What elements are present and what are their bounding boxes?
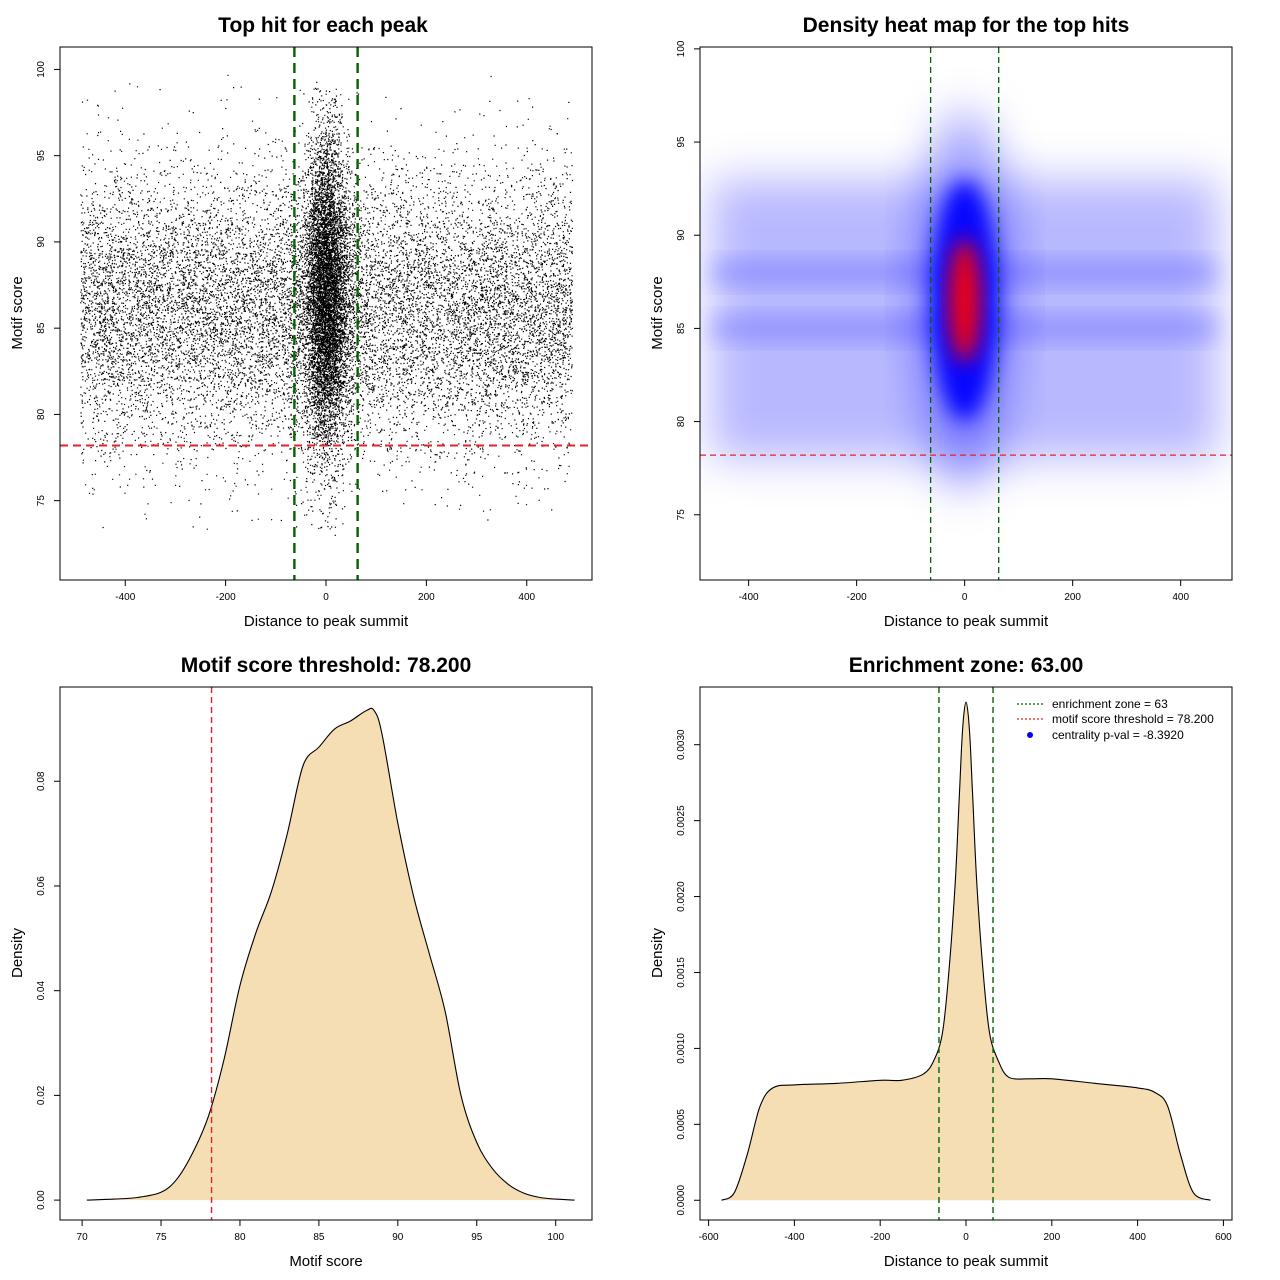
scatter-x-axis: -400 -200 0 200 400	[115, 580, 536, 603]
scatter-y-tick-label: 95	[36, 150, 47, 162]
distance-density-y-axis: 0.0000 0.0005 0.0010 0.0015 0.0020 0.0025 0.00…	[676, 729, 700, 1216]
heatmap-title: Density heat map for the top hits	[803, 14, 1130, 37]
heatmap-y-tick-label: 90	[676, 229, 687, 241]
score-density-x-tick-label: 70	[77, 1232, 89, 1243]
score-density-outline	[86, 707, 575, 1201]
scatter-y-tick-label: 90	[36, 236, 47, 248]
legend-centrality-point	[1027, 732, 1033, 738]
scatter-x-label: Distance to peak summit	[244, 613, 409, 630]
score-density-y-tick-label: 0.02	[36, 1085, 47, 1105]
distance-density-x-tick-label: -400	[784, 1232, 804, 1243]
score-density-y-label: Density	[9, 927, 26, 978]
distance-density-y-tick-label: 0.0000	[676, 1185, 687, 1216]
scatter-point-cloud	[80, 74, 573, 536]
heatmap-x-label: Distance to peak summit	[884, 613, 1049, 630]
heatmap-x-tick-label: -400	[739, 592, 759, 603]
heatmap-density	[700, 47, 1232, 580]
score-density-x-tick-label: 80	[234, 1232, 246, 1243]
heatmap-y-tick-label: 100	[676, 40, 687, 57]
score-density-x-label: Motif score	[289, 1253, 362, 1270]
score-density-x-tick-label: 75	[155, 1232, 167, 1243]
distance-density-y-tick-label: 0.0020	[676, 881, 687, 912]
heatmap-x-tick-label: 400	[1172, 592, 1189, 603]
score-density-y-axis: 0.00 0.02 0.04 0.06 0.08	[36, 771, 60, 1210]
scatter-y-axis: 75 80 85 90 95 100	[36, 61, 60, 507]
score-density-y-tick-label: 0.04	[36, 981, 47, 1001]
distance-density-x-tick-label: 600	[1215, 1232, 1232, 1243]
heatmap-y-axis: 75 80 85 90 95 100	[676, 40, 700, 520]
distance-density-title: Enrichment zone: 63.00	[849, 654, 1084, 677]
score-density-plot-frame	[59, 686, 593, 1221]
score-density-x-tick-label: 100	[547, 1232, 564, 1243]
scatter-reference-lines	[60, 47, 592, 580]
scatter-y-tick-label: 85	[36, 322, 47, 334]
score-density-x-tick-label: 95	[471, 1232, 483, 1243]
heatmap-panel: Density heat map for the top hits -400 -2…	[649, 14, 1233, 630]
heatmap-y-tick-label: 80	[676, 416, 687, 428]
distance-density-fill	[721, 702, 1211, 1201]
legend-centrality-label: centrality p-val = -8.3920	[1052, 728, 1184, 742]
heatmap-x-tick-label: 200	[1064, 592, 1081, 603]
heatmap-x-tick-label: -200	[847, 592, 867, 603]
distance-density-x-tick-label: 0	[963, 1232, 969, 1243]
distance-density-y-label: Density	[649, 927, 666, 978]
scatter-panel: Top hit for each peak -400 -200 0 200 400 75…	[9, 14, 593, 630]
legend-enrichment-zone-label: enrichment zone = 63	[1052, 697, 1168, 711]
distance-density-y-tick-label: 0.0005	[676, 1109, 687, 1140]
score-density-x-tick-label: 85	[313, 1232, 325, 1243]
distance-density-y-tick-label: 0.0010	[676, 1033, 687, 1064]
heatmap-y-tick-label: 95	[676, 136, 687, 148]
heatmap-y-tick-label: 85	[676, 322, 687, 334]
distance-density-x-label: Distance to peak summit	[884, 1253, 1049, 1270]
scatter-y-label: Motif score	[9, 276, 26, 349]
scatter-x-tick-label: 400	[518, 592, 535, 603]
scatter-points	[80, 74, 573, 536]
distance-density-y-tick-label: 0.0025	[676, 805, 687, 836]
distance-density-x-axis: -600 -400 -200 0 200 400 600	[699, 1220, 1232, 1243]
distance-density-x-tick-label: 200	[1043, 1232, 1060, 1243]
heatmap-hotspot	[948, 238, 981, 363]
scatter-y-tick-label: 80	[36, 408, 47, 420]
legend-score-threshold-label: motif score threshold = 78.200	[1052, 712, 1214, 726]
scatter-x-tick-label: 200	[418, 592, 435, 603]
score-density-x-axis: 70 75 80 85 90 95 100	[77, 1220, 564, 1243]
distance-density-outline	[721, 701, 1211, 1201]
score-density-y-tick-label: 0.00	[36, 1190, 47, 1210]
distance-density-curve	[721, 701, 1211, 1201]
heatmap-x-axis: -400 -200 0 200 400	[739, 580, 1189, 603]
score-density-curve	[86, 707, 575, 1201]
heatmap-reference-lines	[700, 47, 1232, 580]
score-density-y-tick-label: 0.08	[36, 771, 47, 791]
distance-density-reference-lines	[938, 687, 994, 1220]
distance-density-y-tick-label: 0.0015	[676, 957, 687, 988]
heatmap-plot-frame	[699, 46, 1233, 581]
scatter-x-tick-label: -400	[115, 592, 135, 603]
legend: enrichment zone = 63 motif score thresho…	[1017, 697, 1214, 742]
heatmap-y-label: Motif score	[649, 276, 666, 349]
score-density-title: Motif score threshold: 78.200	[181, 654, 472, 677]
distance-density-x-tick-label: 400	[1129, 1232, 1146, 1243]
distance-density-x-tick-label: -600	[699, 1232, 719, 1243]
scatter-x-tick-label: 0	[323, 592, 329, 603]
heatmap-x-tick-label: 0	[962, 592, 968, 603]
score-density-fill	[86, 708, 575, 1201]
scatter-y-tick-label: 100	[36, 61, 47, 78]
distance-density-y-tick-label: 0.0030	[676, 729, 687, 760]
distance-density-panel: Enrichment zone: 63.00 -600 -400 -200 0 200 4…	[649, 654, 1233, 1270]
scatter-x-tick-label: -200	[216, 592, 236, 603]
score-density-y-tick-label: 0.06	[36, 876, 47, 896]
score-density-x-tick-label: 90	[392, 1232, 404, 1243]
heatmap-y-tick-label: 75	[676, 509, 687, 521]
score-density-panel: Motif score threshold: 78.200 70 75 80 85 90…	[9, 654, 593, 1270]
scatter-y-tick-label: 75	[36, 495, 47, 507]
scatter-title: Top hit for each peak	[218, 14, 428, 37]
distance-density-x-tick-label: -200	[870, 1232, 890, 1243]
